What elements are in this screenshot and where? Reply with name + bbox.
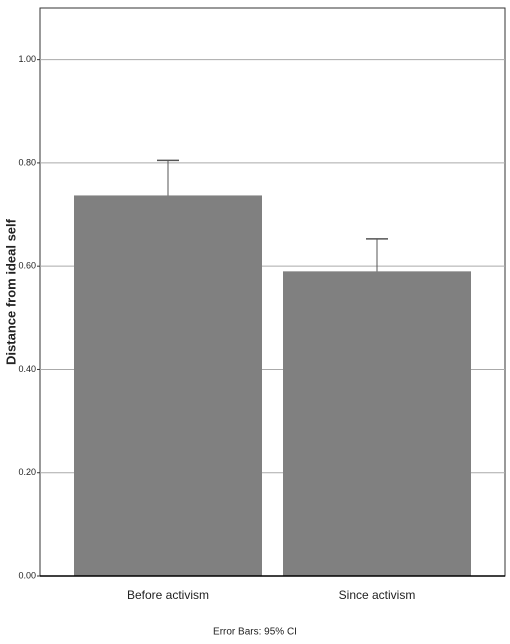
y-tick-label: 0.40 xyxy=(18,364,36,374)
y-tick-label: 0.00 xyxy=(18,570,36,580)
x-tick-label: Before activism xyxy=(127,588,209,602)
y-tick-label: 1.00 xyxy=(18,54,36,64)
bar xyxy=(74,195,262,576)
y-tick-label: 0.80 xyxy=(18,157,36,167)
y-axis-label: Distance from ideal self xyxy=(3,218,18,365)
x-tick-label: Since activism xyxy=(339,588,416,602)
y-tick-label: 0.20 xyxy=(18,467,36,477)
y-tick-label: 0.60 xyxy=(18,261,36,271)
bar xyxy=(283,271,471,576)
annotation: Error Bars: 95% CI xyxy=(213,627,297,638)
